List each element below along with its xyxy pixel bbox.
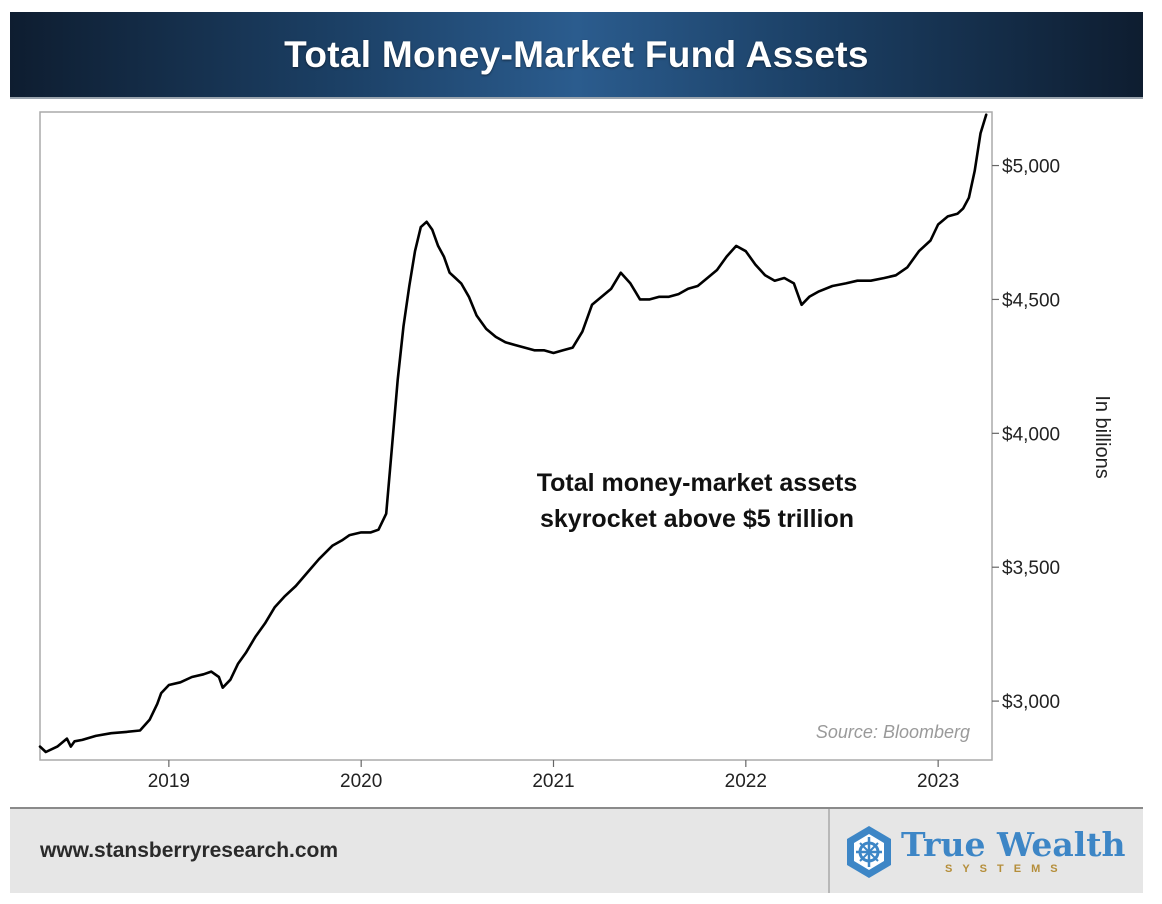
compass-hexagon-icon <box>847 826 891 878</box>
y-axis-label: In billions <box>1091 395 1113 478</box>
chart-annotation-line-1: Total money-market assets <box>537 469 858 497</box>
y-tick-label: $3,500 <box>1002 558 1060 579</box>
footer-divider <box>828 809 830 893</box>
y-tick-label: $4,500 <box>1002 290 1060 311</box>
money-market-chart: $3,000$3,500$4,000$4,500$5,000 2019 2020 2… <box>38 111 1113 792</box>
chart-annotation-line-2: skyrocket above $5 trillion <box>540 505 854 533</box>
y-tick-label: $4,000 <box>1002 424 1060 445</box>
x-tick-label: 2023 <box>917 771 959 792</box>
x-tick-label: 2020 <box>340 771 382 792</box>
page-title: Total Money-Market Fund Assets <box>284 33 869 75</box>
logo-name: True Wealth <box>901 825 1126 864</box>
x-tick-label: 2022 <box>725 771 767 792</box>
y-tick-label: $3,000 <box>1002 692 1060 713</box>
true-wealth-logo: True Wealth SYSTEMS <box>845 821 1135 883</box>
title-banner: Total Money-Market Fund Assets <box>10 12 1143 99</box>
x-tick-label: 2021 <box>532 771 574 792</box>
footer-url: www.stansberryresearch.com <box>40 839 339 862</box>
logo-tagline: SYSTEMS <box>945 863 1068 875</box>
plot-frame <box>39 111 993 761</box>
footer: www.stansberryresearch.com True Wealth S… <box>10 807 1143 893</box>
source-label: Source: Bloomberg <box>816 722 970 742</box>
money-market-assets-line <box>38 113 988 754</box>
y-axis: $3,000 $3,500 $4,000 $4,500 $5,000 <box>992 157 1060 713</box>
x-tick-label: 2019 <box>148 771 190 792</box>
x-axis: 2019 2020 2021 2022 2023 <box>148 760 959 792</box>
y-tick-label: $5,000 <box>1002 157 1060 178</box>
